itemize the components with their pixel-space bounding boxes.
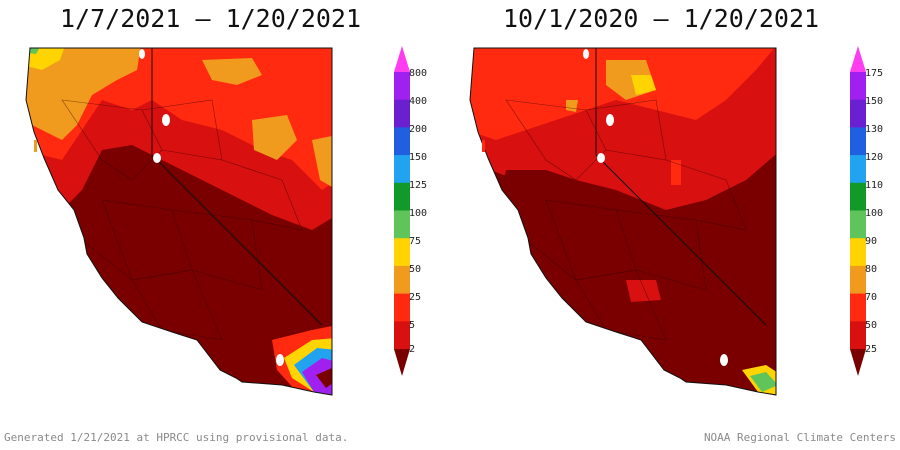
precip-map-right bbox=[469, 47, 777, 396]
scale-label: 25 bbox=[409, 292, 422, 303]
panel-title-left: 1/7/2021 – 1/20/2021 bbox=[60, 4, 362, 33]
scale-tip-top-right bbox=[850, 46, 866, 72]
scale-band bbox=[850, 155, 866, 184]
scale-band bbox=[394, 72, 410, 101]
scale-band bbox=[394, 155, 410, 184]
scale-band bbox=[850, 127, 866, 156]
scale-label: 400 bbox=[409, 96, 428, 107]
scale-tip-bottom-left bbox=[394, 349, 410, 376]
scale-label: 75 bbox=[409, 236, 422, 247]
scale-band bbox=[850, 238, 866, 267]
scale-label: 150 bbox=[865, 96, 884, 107]
scale-label: 120 bbox=[865, 152, 884, 163]
scale-label: 175 bbox=[865, 68, 884, 79]
scale-label: 5 bbox=[409, 320, 416, 331]
scale-band bbox=[394, 127, 410, 156]
scale-band bbox=[394, 182, 410, 211]
scale-label: 70 bbox=[865, 292, 878, 303]
scale-band bbox=[394, 99, 410, 128]
precip-map-left bbox=[25, 47, 333, 396]
scale-band bbox=[850, 265, 866, 295]
scale-label: 150 bbox=[409, 152, 428, 163]
scale-label: 25 bbox=[865, 344, 878, 355]
scale-band bbox=[850, 321, 866, 350]
scale-label: 800 bbox=[409, 68, 428, 79]
scale-label: 100 bbox=[409, 208, 428, 219]
scale-label: 50 bbox=[865, 320, 878, 331]
scale-label: 80 bbox=[865, 264, 878, 275]
scale-label: 110 bbox=[865, 180, 884, 191]
panel-title-right: 10/1/2020 – 1/20/2021 bbox=[503, 4, 820, 33]
scale-band bbox=[394, 321, 410, 350]
footer-credit: NOAA Regional Climate Centers bbox=[703, 431, 896, 444]
scale-band bbox=[394, 265, 410, 295]
scale-label: 100 bbox=[865, 208, 884, 219]
footer-generated-note: Generated 1/21/2021 at HPRCC using provi… bbox=[4, 431, 349, 444]
color-scale-left: 800 400 200 150 125 100 75 50 25 5 2 bbox=[392, 44, 482, 384]
scale-label: 90 bbox=[865, 236, 878, 247]
scale-label: 200 bbox=[409, 124, 428, 135]
scale-band bbox=[850, 99, 866, 128]
scale-band bbox=[850, 210, 866, 239]
scale-band bbox=[394, 293, 410, 322]
color-scale-right: 175 150 130 120 110 100 90 80 70 50 25 bbox=[848, 44, 900, 384]
scale-band bbox=[394, 238, 410, 267]
scale-band bbox=[850, 72, 866, 101]
scale-tip-bottom-right bbox=[850, 349, 866, 376]
scale-label: 130 bbox=[865, 124, 884, 135]
scale-tip-top-left bbox=[394, 46, 410, 72]
scale-band bbox=[850, 293, 866, 322]
scale-label: 125 bbox=[409, 180, 428, 191]
scale-label: 2 bbox=[409, 344, 416, 355]
scale-band bbox=[394, 210, 410, 239]
scale-label: 50 bbox=[409, 264, 422, 275]
scale-band bbox=[850, 182, 866, 211]
